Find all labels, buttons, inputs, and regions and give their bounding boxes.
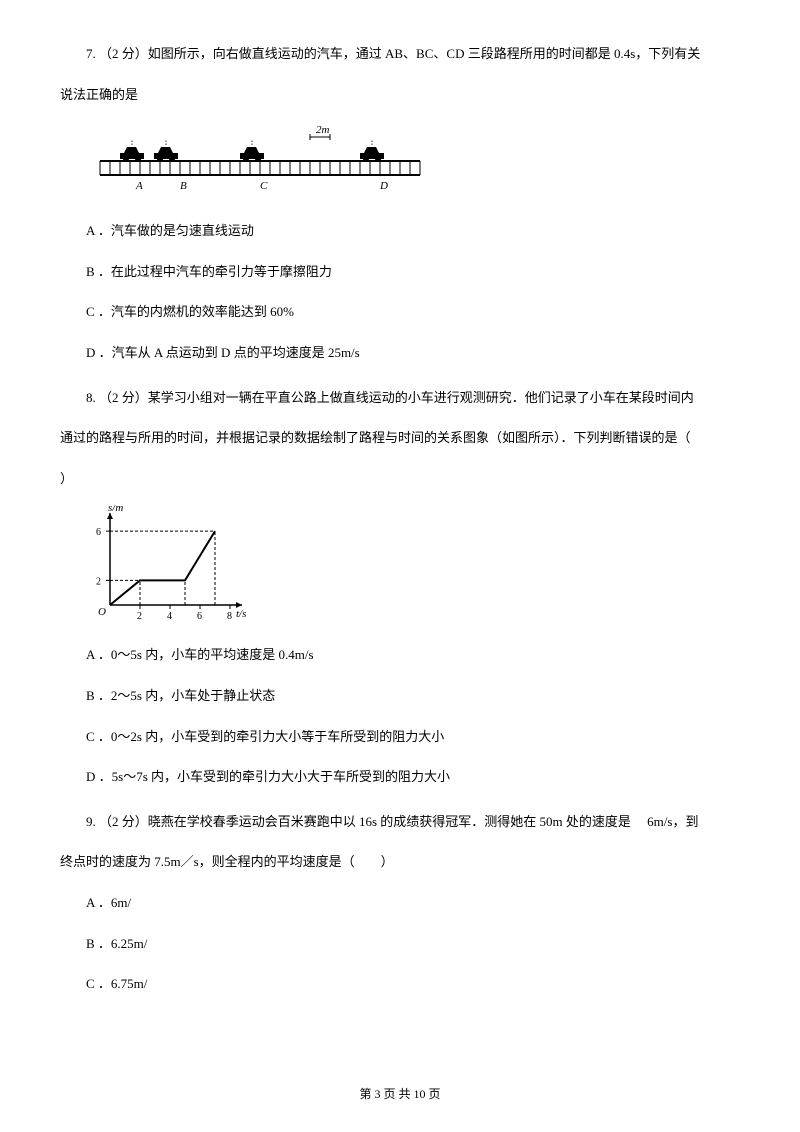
svg-text:O: O <box>98 606 106 618</box>
q8-option-c: C ．0～2s 内，小车受到的牵引力大小等于车所受到的阻力大小 <box>60 723 740 752</box>
svg-text:s/m: s/m <box>108 505 123 514</box>
page-footer: 第 3 页 共 10 页 <box>0 1085 800 1104</box>
q9-text-2: 终点时的速度为 7.5m／s，则全程内的平均速度是（ ） <box>60 848 740 877</box>
q7-text-2: 说法正确的是 <box>60 81 740 110</box>
svg-text:t/s: t/s <box>236 608 246 620</box>
question-9: 9. （2 分）晓燕在学校春季运动会百米赛跑中以 16s 的成绩获得冠军．测得她… <box>60 808 740 999</box>
svg-text:2: 2 <box>96 577 101 588</box>
svg-text:A: A <box>135 180 143 192</box>
q8-option-a: A ．0～5s 内，小车的平均速度是 0.4m/s <box>60 641 740 670</box>
q8-text-3: ） <box>60 465 740 494</box>
question-7: 7. （2 分）如图所示，向右做直线运动的汽车，通过 AB、BC、CD 三段路程… <box>60 40 740 368</box>
q9-option-a: A ．6m/ <box>60 889 740 918</box>
svg-text:B: B <box>180 180 187 192</box>
q8-option-d: D ．5s～7s 内，小车受到的牵引力大小大于车所受到的阻力大小 <box>60 763 740 792</box>
q7-option-b: B ．在此过程中汽车的牵引力等于摩擦阻力 <box>60 258 740 287</box>
svg-text:D: D <box>379 180 388 192</box>
q8-text-2: 通过的路程与所用的时间，并根据记录的数据绘制了路程与时间的关系图象（如图所示）．… <box>60 424 740 453</box>
svg-text:8: 8 <box>227 611 232 622</box>
svg-text:C: C <box>260 180 268 192</box>
q9-text-1: 9. （2 分）晓燕在学校春季运动会百米赛跑中以 16s 的成绩获得冠军．测得她… <box>60 808 740 837</box>
svg-text:2: 2 <box>137 611 142 622</box>
question-8: 8. （2 分）某学习小组对一辆在平直公路上做直线运动的小车进行观测研究．他们记… <box>60 384 740 792</box>
svg-text:6: 6 <box>197 611 202 622</box>
q9-option-c: C ．6.75m/ <box>60 970 740 999</box>
q8-option-b: B ．2～5s 内，小车处于静止状态 <box>60 682 740 711</box>
svg-text:4: 4 <box>167 611 172 622</box>
q7-text-1: 7. （2 分）如图所示，向右做直线运动的汽车，通过 AB、BC、CD 三段路程… <box>60 40 740 69</box>
q7-option-d: D ．汽车从 A 点运动到 D 点的平均速度是 25m/s <box>60 339 740 368</box>
q9-option-b: B ．6.25m/ <box>60 930 740 959</box>
q8-chart: s/m t/s O 2 4 6 8 2 6 <box>80 505 740 625</box>
q7-option-c: C ．汽车的内燃机的效率能达到 60% <box>60 298 740 327</box>
q7-option-a: A ．汽车做的是匀速直线运动 <box>60 217 740 246</box>
svg-text:6: 6 <box>96 527 101 538</box>
svg-text:2m: 2m <box>316 124 330 136</box>
q7-figure: 2m A B C D <box>80 121 740 201</box>
q8-text-1: 8. （2 分）某学习小组对一辆在平直公路上做直线运动的小车进行观测研究．他们记… <box>60 384 740 413</box>
